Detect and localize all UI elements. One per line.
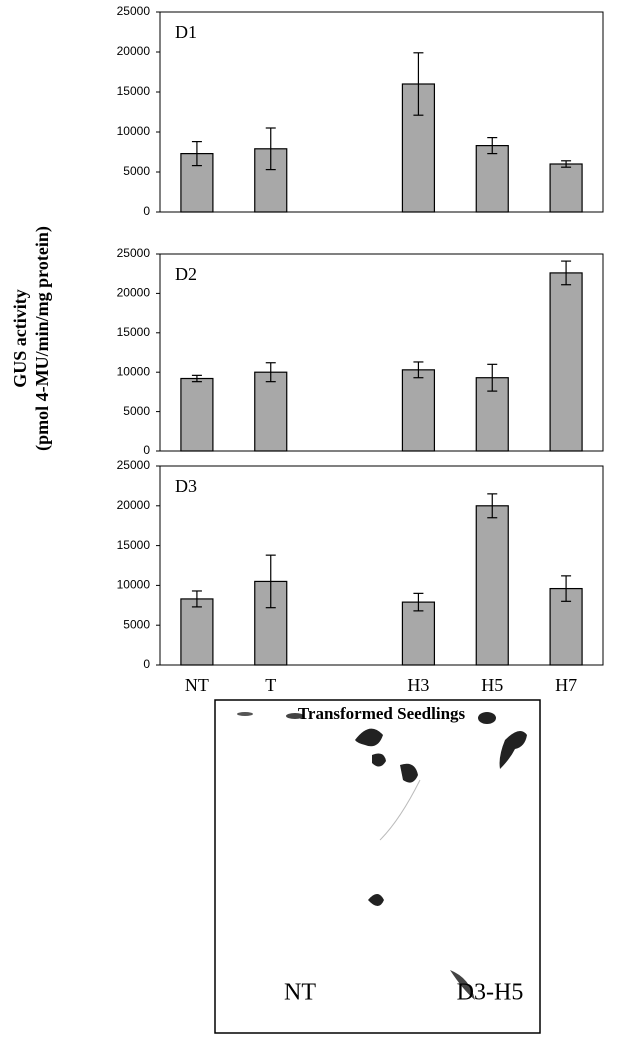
photo-label: NT	[284, 980, 316, 1006]
error-bar	[413, 52, 424, 116]
y-tick-label: 10000	[117, 364, 151, 378]
x-tick-label: NT	[185, 675, 209, 695]
bar	[475, 505, 509, 666]
x-tick-label: H3	[407, 675, 429, 695]
error-bar	[561, 260, 572, 286]
panel-label: D1	[175, 22, 197, 42]
y-tick-label: 5000	[123, 617, 150, 631]
error-bar	[413, 592, 424, 612]
bar	[549, 272, 583, 452]
panel-label: D3	[175, 476, 197, 496]
error-bar	[561, 160, 572, 168]
x-axis-label: Transformed Seedlings	[298, 704, 466, 723]
error-bar	[191, 590, 202, 608]
y-tick-label: 15000	[117, 84, 151, 98]
bar	[180, 377, 214, 452]
plot-frame	[159, 11, 604, 213]
error-bar	[487, 363, 498, 392]
error-bar	[265, 554, 276, 609]
bar	[475, 145, 509, 213]
y-tick-label: 20000	[117, 498, 151, 512]
photo-label: D3-H5	[457, 980, 524, 1006]
y-tick-label: 20000	[117, 286, 151, 300]
y-tick-label: 5000	[123, 404, 150, 418]
y-tick-label: 0	[143, 443, 150, 457]
x-tick-label: H7	[555, 675, 577, 695]
bar	[180, 598, 214, 666]
plot-frame	[159, 253, 604, 452]
y-axis-label: GUS activity	[10, 289, 30, 388]
error-bar	[265, 362, 276, 383]
y-tick-label: 0	[143, 204, 150, 218]
error-bar	[191, 374, 202, 383]
y-axis-label: (pmol 4-MU/min/mg protein)	[32, 226, 53, 451]
panel-label: D2	[175, 264, 197, 284]
x-tick-label: T	[265, 675, 276, 695]
bar	[254, 371, 288, 452]
seedlings	[237, 712, 527, 1000]
y-tick-label: 15000	[117, 325, 151, 339]
error-bar	[413, 361, 424, 379]
y-tick-label: 25000	[117, 246, 151, 260]
error-bar	[487, 137, 498, 155]
error-bar	[191, 141, 202, 167]
error-bar	[487, 493, 498, 519]
x-tick-label: H5	[481, 675, 503, 695]
y-tick-label: 10000	[117, 124, 151, 138]
plot-frame	[159, 465, 604, 666]
bar	[549, 163, 583, 213]
y-tick-label: 20000	[117, 44, 151, 58]
error-bar	[561, 575, 572, 602]
y-tick-label: 25000	[117, 4, 151, 18]
bar	[401, 601, 436, 666]
y-tick-label: 10000	[117, 578, 151, 592]
y-tick-label: 0	[143, 657, 150, 671]
bar	[401, 369, 436, 452]
y-tick-label: 5000	[123, 164, 150, 178]
y-tick-label: 15000	[117, 538, 151, 552]
error-bar	[265, 127, 276, 171]
y-tick-label: 25000	[117, 458, 151, 472]
photo: NT D3-H5	[214, 699, 541, 1034]
